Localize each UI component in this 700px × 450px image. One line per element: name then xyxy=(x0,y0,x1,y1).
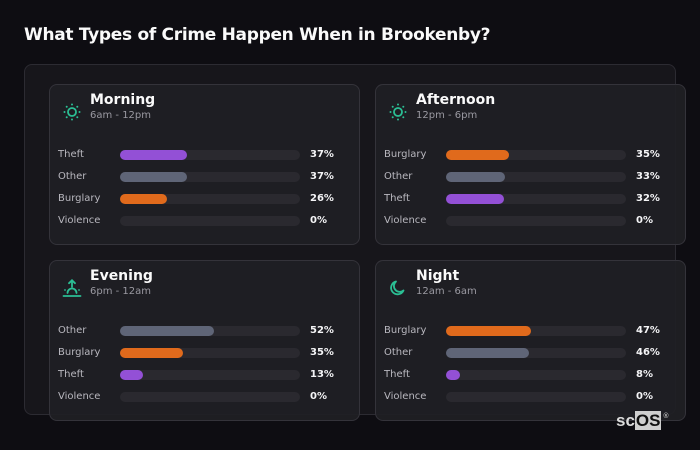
bar-label: Other xyxy=(384,171,413,182)
card-title: Afternoon xyxy=(416,92,496,108)
bar-track xyxy=(120,370,300,380)
scos-logo: scOS ® xyxy=(616,411,668,430)
card-time-range: 6pm - 12am xyxy=(90,286,152,297)
bar-track xyxy=(446,216,626,226)
card-time-range: 12am - 6am xyxy=(416,286,477,297)
bar-percent: 26% xyxy=(310,193,334,204)
card-afternoon: Afternoon 12pm - 6pm Burglary 35% Other 33% Th… xyxy=(375,84,686,245)
bar-percent: 46% xyxy=(636,347,660,358)
bar-label: Burglary xyxy=(384,325,427,336)
bar-track xyxy=(446,172,626,182)
bar-fill xyxy=(446,172,505,182)
bar-row-other: Other 33% xyxy=(384,170,674,184)
card-time-range: 12pm - 6pm xyxy=(416,110,478,121)
bar-label: Violence xyxy=(384,215,427,226)
bar-fill xyxy=(120,150,187,160)
bar-label: Violence xyxy=(58,215,101,226)
bar-row-theft: Theft 32% xyxy=(384,192,674,206)
bar-track xyxy=(446,370,626,380)
bar-label: Burglary xyxy=(58,193,101,204)
bar-percent: 0% xyxy=(310,391,327,402)
bar-label: Other xyxy=(384,347,413,358)
bar-row-violence: Violence 0% xyxy=(384,214,674,228)
page-title: What Types of Crime Happen When in Brook… xyxy=(24,25,491,45)
bar-row-other: Other 37% xyxy=(58,170,348,184)
card-title: Evening xyxy=(90,268,153,284)
bar-label: Theft xyxy=(384,369,410,380)
logo-sc: sc xyxy=(616,411,635,430)
bar-percent: 37% xyxy=(310,149,334,160)
bar-fill xyxy=(120,172,187,182)
logo-registered: ® xyxy=(663,413,669,420)
bar-track xyxy=(120,216,300,226)
bar-fill xyxy=(446,370,460,380)
bar-track xyxy=(120,326,300,336)
bar-track xyxy=(446,392,626,402)
bar-row-burglary: Burglary 35% xyxy=(58,346,348,360)
bar-fill xyxy=(446,348,529,358)
bar-label: Burglary xyxy=(58,347,101,358)
bar-percent: 33% xyxy=(636,171,660,182)
sunset-icon xyxy=(62,278,82,298)
bar-row-theft: Theft 8% xyxy=(384,368,674,382)
bar-row-violence: Violence 0% xyxy=(58,214,348,228)
bar-track xyxy=(446,348,626,358)
bar-row-burglary: Burglary 26% xyxy=(58,192,348,206)
bar-percent: 35% xyxy=(636,149,660,160)
bar-row-other: Other 46% xyxy=(384,346,674,360)
logo-os: OS xyxy=(634,411,662,430)
bar-row-other: Other 52% xyxy=(58,324,348,338)
bar-label: Burglary xyxy=(384,149,427,160)
bar-label: Violence xyxy=(58,391,101,402)
bar-row-violence: Violence 0% xyxy=(58,390,348,404)
bar-percent: 32% xyxy=(636,193,660,204)
card-time-range: 6am - 12pm xyxy=(90,110,152,121)
bar-track xyxy=(446,194,626,204)
bar-fill xyxy=(446,194,504,204)
bar-track xyxy=(446,150,626,160)
moon-icon xyxy=(388,278,408,298)
bar-track xyxy=(446,326,626,336)
bar-label: Other xyxy=(58,325,87,336)
bar-percent: 13% xyxy=(310,369,334,380)
bar-label: Theft xyxy=(384,193,410,204)
card-morning: Morning 6am - 12pm Theft 37% Other 37% Burglar… xyxy=(49,84,360,245)
bar-fill xyxy=(446,150,509,160)
bar-fill xyxy=(446,326,531,336)
sun-icon xyxy=(388,102,408,122)
bar-row-theft: Theft 37% xyxy=(58,148,348,162)
bar-label: Other xyxy=(58,171,87,182)
bar-percent: 47% xyxy=(636,325,660,336)
sun-icon xyxy=(62,102,82,122)
bar-row-violence: Violence 0% xyxy=(384,390,674,404)
bar-percent: 8% xyxy=(636,369,653,380)
bar-row-burglary: Burglary 47% xyxy=(384,324,674,338)
card-title: Night xyxy=(416,268,460,284)
bar-percent: 0% xyxy=(636,391,653,402)
bar-label: Theft xyxy=(58,369,84,380)
card-evening: Evening 6pm - 12am Other 52% Burglary 35% Thef… xyxy=(49,260,360,421)
bar-track xyxy=(120,348,300,358)
bar-percent: 52% xyxy=(310,325,334,336)
bar-label: Theft xyxy=(58,149,84,160)
bar-percent: 37% xyxy=(310,171,334,182)
bar-percent: 35% xyxy=(310,347,334,358)
bar-percent: 0% xyxy=(310,215,327,226)
bar-percent: 0% xyxy=(636,215,653,226)
bar-fill xyxy=(120,194,167,204)
bar-fill xyxy=(120,348,183,358)
bar-track xyxy=(120,392,300,402)
bar-track xyxy=(120,172,300,182)
bar-track xyxy=(120,150,300,160)
card-night: Night 12am - 6am Burglary 47% Other 46% Theft 8… xyxy=(375,260,686,421)
bar-fill xyxy=(120,370,143,380)
bar-track xyxy=(120,194,300,204)
bar-row-burglary: Burglary 35% xyxy=(384,148,674,162)
bar-fill xyxy=(120,326,214,336)
bar-row-theft: Theft 13% xyxy=(58,368,348,382)
card-title: Morning xyxy=(90,92,156,108)
bar-label: Violence xyxy=(384,391,427,402)
